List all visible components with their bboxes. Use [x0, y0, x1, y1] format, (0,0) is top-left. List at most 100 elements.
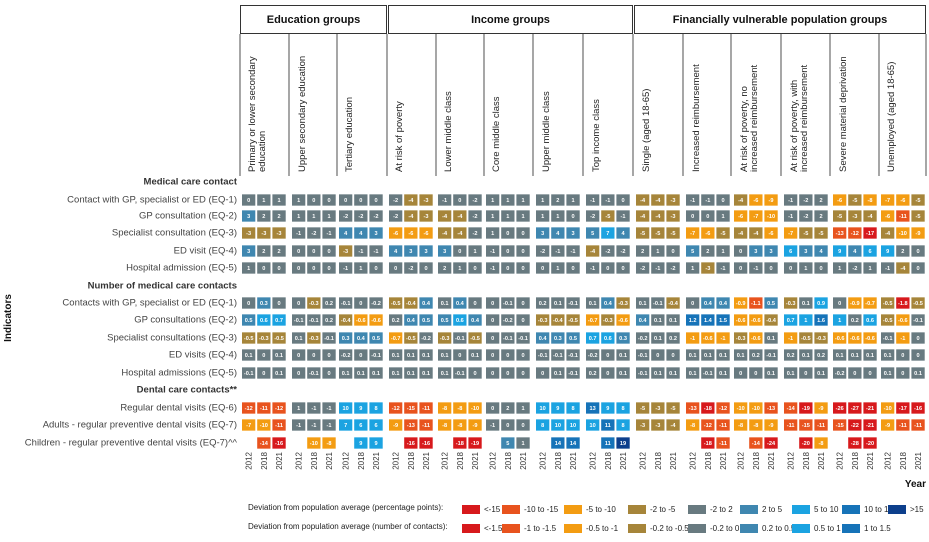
tile-value: 9: [374, 441, 377, 447]
column-label: At risk of poverty, noincreased reimburs…: [739, 64, 760, 172]
tile-value: -3: [277, 231, 282, 237]
heat-tile: [716, 437, 730, 449]
column-label-line: Lower middle class: [443, 91, 454, 172]
tile-value: 0.4: [539, 336, 548, 342]
tile-value: 1: [838, 266, 841, 272]
heat-tile: [272, 262, 286, 274]
tile-value: 0.1: [719, 371, 727, 377]
heat-tile: [369, 367, 383, 379]
tile-value: -11: [899, 423, 907, 429]
tile-value: 0.1: [866, 353, 874, 359]
heat-tile: [419, 210, 433, 222]
heat-tile: [601, 314, 615, 326]
heat-tile: [814, 437, 828, 449]
tile-value: 0.7: [589, 336, 597, 342]
row-label: Hospital admission (EQ-5): [126, 263, 237, 274]
heat-tile: [257, 297, 271, 309]
heat-tile: [322, 194, 336, 206]
heat-tile: [749, 262, 763, 274]
tile-value: 0: [374, 266, 377, 272]
heat-tile: [551, 194, 565, 206]
legend-item: -1 to -1.5: [502, 523, 556, 533]
heat-tile: [848, 227, 862, 239]
heat-tile: [911, 194, 925, 206]
heat-tile: [486, 314, 500, 326]
heat-tile: [516, 245, 530, 257]
heat-tile: [468, 245, 482, 257]
year-tick-label: 2018: [407, 451, 416, 469]
tile-value: 0.1: [654, 336, 662, 342]
heat-tile: [292, 262, 306, 274]
heat-tile: [666, 367, 680, 379]
heat-tile: [896, 227, 910, 239]
tile-value: 0: [297, 266, 300, 272]
tile-value: -19: [471, 441, 479, 447]
heat-tile: [749, 297, 763, 309]
tile-value: -0.6: [703, 336, 713, 342]
tile-value: 3: [247, 249, 250, 255]
heat-tile: [468, 402, 482, 414]
heat-tile: [686, 419, 700, 431]
tile-value: -1: [374, 249, 379, 255]
legend-label: >15: [910, 504, 924, 514]
tile-value: 8: [541, 423, 544, 429]
heat-tile: [651, 419, 665, 431]
heat-tile: [848, 349, 862, 361]
tile-value: -14: [787, 406, 796, 412]
heat-tile: [911, 349, 925, 361]
heat-tile: [292, 227, 306, 239]
tile-value: 0: [458, 353, 461, 359]
heat-tile: [453, 262, 467, 274]
tile-value: 0.1: [295, 336, 303, 342]
tile-value: -26: [836, 406, 844, 412]
heat-tile: [322, 437, 336, 449]
tile-value: -11: [899, 214, 907, 220]
heat-tile: [814, 297, 828, 309]
column-label-line: At risk of poverty, no: [739, 86, 750, 172]
legend-label: <-1.5: [484, 523, 503, 533]
heat-tile: [833, 402, 847, 414]
tile-value: -0.5: [274, 336, 284, 342]
heat-tile: [833, 245, 847, 257]
heat-tile: [551, 349, 565, 361]
heat-tile: [307, 419, 321, 431]
tile-value: 0.9: [817, 301, 825, 307]
legend-label: -0.2 to 0.2: [710, 523, 747, 533]
tile-value: 0: [916, 266, 919, 272]
heat-tile: [566, 332, 580, 344]
tile-value: -3: [655, 406, 660, 412]
tile-value: -6: [393, 231, 398, 237]
heat-tile: [701, 297, 715, 309]
tile-value: 0: [916, 353, 919, 359]
heat-tile: [734, 419, 748, 431]
heat-tile: [616, 210, 630, 222]
tile-value: -0.4: [406, 301, 417, 307]
heat-tile: [404, 367, 418, 379]
heat-tile: [257, 367, 271, 379]
legend-label: -10 to -15: [524, 504, 559, 514]
heat-tile: [307, 227, 321, 239]
tile-value: 0: [297, 371, 300, 377]
tile-value: 0: [491, 336, 494, 342]
heat-tile: [734, 314, 748, 326]
legend-label: 0.2 to 0.5: [762, 523, 796, 533]
heat-tile: [453, 227, 467, 239]
tile-value: -2: [393, 214, 398, 220]
heat-tile: [536, 245, 550, 257]
tile-value: 0: [706, 214, 709, 220]
tile-value: 0.1: [372, 371, 380, 377]
tile-value: -0.7: [865, 301, 875, 307]
tile-value: -0.9: [850, 301, 860, 307]
tile-value: -3: [424, 198, 429, 204]
column-label: Lower middle class: [443, 91, 454, 172]
tile-value: -0.1: [309, 318, 319, 324]
heat-tile: [419, 314, 433, 326]
tile-value: 0.2: [325, 318, 333, 324]
heat-tile: [701, 314, 715, 326]
tile-value: 0: [247, 198, 250, 204]
heat-tile: [354, 262, 368, 274]
tile-value: 0: [327, 198, 330, 204]
heat-tile: [257, 227, 271, 239]
heat-tile: [404, 419, 418, 431]
tile-value: -8: [457, 423, 462, 429]
